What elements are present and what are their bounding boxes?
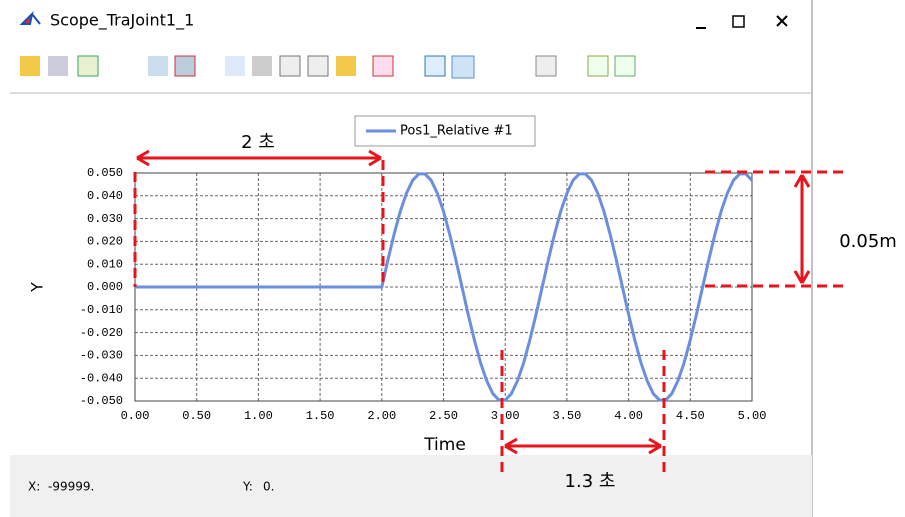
x-tick-label: 4.00	[614, 409, 643, 423]
tool-mirror-v[interactable]	[308, 56, 328, 76]
x-tick-label: 3.00	[491, 409, 520, 423]
annotation-text: 0.05m	[839, 231, 897, 252]
x-tick-label: 5.00	[738, 409, 767, 423]
tool-chart[interactable]	[425, 56, 445, 76]
y-tick-label: 0.020	[87, 235, 123, 249]
window	[10, 0, 812, 517]
tool-mirror-h[interactable]	[280, 56, 300, 76]
x-tick-label: 1.50	[306, 409, 335, 423]
y-tick-label: -0.020	[80, 326, 123, 340]
status-y-value: 0.	[263, 480, 274, 494]
y-tick-label: -0.030	[80, 349, 123, 363]
x-tick-label: 0.00	[121, 409, 150, 423]
tool-wand[interactable]	[536, 56, 556, 76]
tool-marker[interactable]	[373, 56, 393, 76]
y-tick-label: 0.010	[87, 257, 123, 271]
status-x-label: X:	[28, 480, 40, 494]
x-tick-label: 2.50	[429, 409, 458, 423]
y-axis-label: Y	[28, 282, 47, 293]
status-bar	[10, 455, 812, 517]
annotation-text: 1.3 초	[565, 471, 616, 492]
annotation-text: 2 초	[241, 132, 275, 153]
y-tick-label: 0.040	[87, 189, 123, 203]
tool-export[interactable]	[336, 56, 356, 76]
legend-label: Pos1_Relative #1	[400, 124, 513, 139]
x-tick-label: 3.50	[552, 409, 581, 423]
x-tick-label: 2.00	[367, 409, 396, 423]
tool-copy[interactable]	[48, 56, 68, 76]
status-y-label: Y:	[242, 480, 253, 494]
tool-zoom[interactable]	[148, 56, 168, 76]
y-tick-label: -0.010	[80, 303, 123, 317]
tool-axis[interactable]	[615, 56, 635, 76]
tool-legend[interactable]	[452, 56, 474, 78]
status-x-value: -99999.	[48, 480, 94, 494]
x-tick-label: 4.50	[676, 409, 705, 423]
y-tick-label: 0.050	[87, 166, 123, 180]
y-tick-label: 0.000	[87, 280, 123, 294]
tool-fit[interactable]	[175, 56, 195, 76]
tool-open[interactable]	[20, 56, 40, 76]
y-tick-label: 0.030	[87, 212, 123, 226]
x-axis-label: Time	[423, 435, 466, 455]
window-title: Scope_TraJoint1_1	[50, 11, 194, 31]
y-tick-label: -0.050	[80, 394, 123, 408]
screen: Scope_TraJoint1_1 X: -99999. Y: 0. 0.000…	[0, 0, 905, 517]
y-tick-label: -0.040	[80, 371, 123, 385]
tool-graph[interactable]	[78, 56, 98, 76]
tool-3d[interactable]	[225, 56, 245, 76]
x-tick-label: 0.50	[182, 409, 211, 423]
tool-color[interactable]	[588, 56, 608, 76]
tool-grid[interactable]	[252, 56, 272, 76]
x-tick-label: 1.00	[244, 409, 273, 423]
